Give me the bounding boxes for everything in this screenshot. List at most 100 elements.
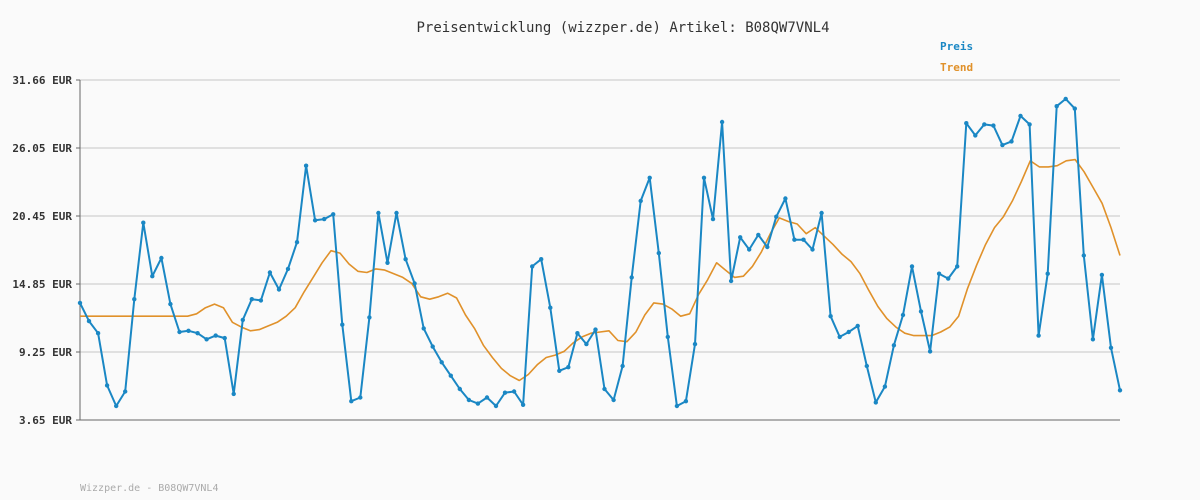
- series-line-preis: [79, 97, 1121, 407]
- data-point-preis: [692, 341, 698, 347]
- data-point-preis: [141, 220, 146, 225]
- data-point-preis: [1054, 104, 1059, 109]
- data-point-preis: [312, 218, 318, 223]
- data-point-preis: [267, 270, 273, 275]
- data-point-preis: [95, 331, 101, 336]
- series-line-trend: [80, 158, 1121, 382]
- data-point-preis: [819, 210, 824, 216]
- data-point-preis: [638, 198, 643, 204]
- y-tick-label: 3.65 EUR: [19, 414, 72, 427]
- data-point-preis: [249, 297, 254, 302]
- data-point-preis: [747, 247, 752, 252]
- data-point-preis: [394, 210, 399, 216]
- data-point-preis: [602, 386, 607, 392]
- data-point-preis: [864, 363, 869, 369]
- data-point-preis: [331, 212, 336, 217]
- data-point-preis: [86, 318, 92, 324]
- data-point-preis: [936, 271, 942, 276]
- data-point-preis: [258, 298, 264, 303]
- data-point-preis: [439, 360, 444, 365]
- data-point-preis: [774, 214, 779, 219]
- data-point-preis: [466, 397, 472, 403]
- data-point-preis: [837, 334, 842, 340]
- data-point-preis: [168, 301, 173, 307]
- data-point-preis: [322, 216, 327, 222]
- data-point-preis: [701, 175, 707, 180]
- data-point-preis: [475, 401, 481, 406]
- data-point-preis: [611, 397, 616, 403]
- data-point-preis: [502, 390, 508, 395]
- data-point-preis: [557, 368, 562, 373]
- data-point-preis: [1117, 388, 1123, 393]
- y-tick-label: 20.45 EUR: [12, 210, 72, 223]
- data-point-preis: [855, 323, 860, 329]
- legend-entry-trend: Trend: [940, 61, 973, 74]
- data-point-preis: [77, 300, 83, 306]
- data-point-preis: [376, 210, 381, 216]
- data-point-preis: [873, 400, 878, 405]
- data-point-preis: [973, 133, 978, 138]
- data-point-preis: [765, 244, 770, 250]
- data-point-preis: [448, 373, 453, 378]
- data-point-preis: [123, 389, 128, 394]
- data-point-preis: [1000, 142, 1005, 148]
- chart-title: Preisentwicklung (wizzper.de) Artikel: B…: [416, 20, 829, 36]
- data-point-preis: [240, 317, 245, 323]
- data-point-preis: [276, 287, 282, 292]
- data-point-preis: [530, 264, 535, 269]
- data-point-preis: [955, 264, 960, 269]
- data-point-preis: [303, 163, 309, 168]
- data-point-preis: [810, 247, 815, 252]
- data-point-preis: [665, 334, 670, 340]
- data-point-preis: [674, 403, 680, 409]
- data-point-preis: [629, 275, 634, 280]
- data-point-preis: [882, 384, 888, 389]
- data-point-preis: [539, 257, 544, 262]
- data-point-preis: [1009, 139, 1014, 144]
- data-point-preis: [846, 329, 851, 335]
- data-point-preis: [584, 341, 589, 347]
- data-point-preis: [801, 237, 806, 242]
- data-point-preis: [213, 333, 218, 338]
- legend: Preis Trend: [940, 40, 973, 74]
- data-point-preis: [1036, 333, 1041, 338]
- data-point-preis: [150, 274, 155, 279]
- data-point-preis: [710, 216, 716, 222]
- data-point-preis: [566, 365, 571, 370]
- data-point-preis: [1045, 271, 1050, 276]
- data-point-preis: [728, 278, 734, 284]
- y-tick-label: 9.25 EUR: [19, 346, 72, 359]
- data-point-preis: [104, 383, 110, 388]
- data-point-preis: [828, 314, 833, 319]
- data-point-preis: [719, 119, 725, 125]
- y-tick-label: 14.85 EUR: [12, 278, 72, 291]
- data-point-preis: [656, 250, 661, 256]
- data-point-preis: [186, 328, 191, 333]
- data-point-preis: [548, 305, 553, 310]
- data-point-preis: [756, 232, 761, 238]
- legend-entry-preis: Preis: [940, 40, 973, 53]
- gridlines: [80, 79, 1120, 353]
- data-point-preis: [575, 331, 580, 336]
- y-tick-label: 26.05 EUR: [12, 142, 72, 155]
- data-point-preis: [593, 327, 598, 332]
- data-point-preis: [792, 237, 797, 242]
- data-point-preis: [891, 343, 897, 348]
- data-point-preis: [900, 312, 906, 318]
- data-point-preis: [683, 399, 689, 404]
- data-point-preis: [159, 255, 164, 261]
- data-point-preis: [114, 403, 119, 409]
- data-point-preis: [403, 257, 408, 262]
- data-point-preis: [520, 402, 526, 407]
- data-point-preis: [1063, 96, 1068, 102]
- data-point-preis: [340, 322, 345, 327]
- data-point-preis: [231, 391, 236, 397]
- data-point-preis: [783, 196, 788, 201]
- data-point-preis: [1108, 345, 1114, 350]
- data-point-preis: [946, 276, 951, 281]
- data-point-preis: [204, 337, 209, 342]
- data-point-preis: [1072, 106, 1078, 111]
- data-point-preis: [222, 335, 227, 341]
- data-point-preis: [430, 344, 435, 349]
- data-point-preis: [511, 389, 517, 394]
